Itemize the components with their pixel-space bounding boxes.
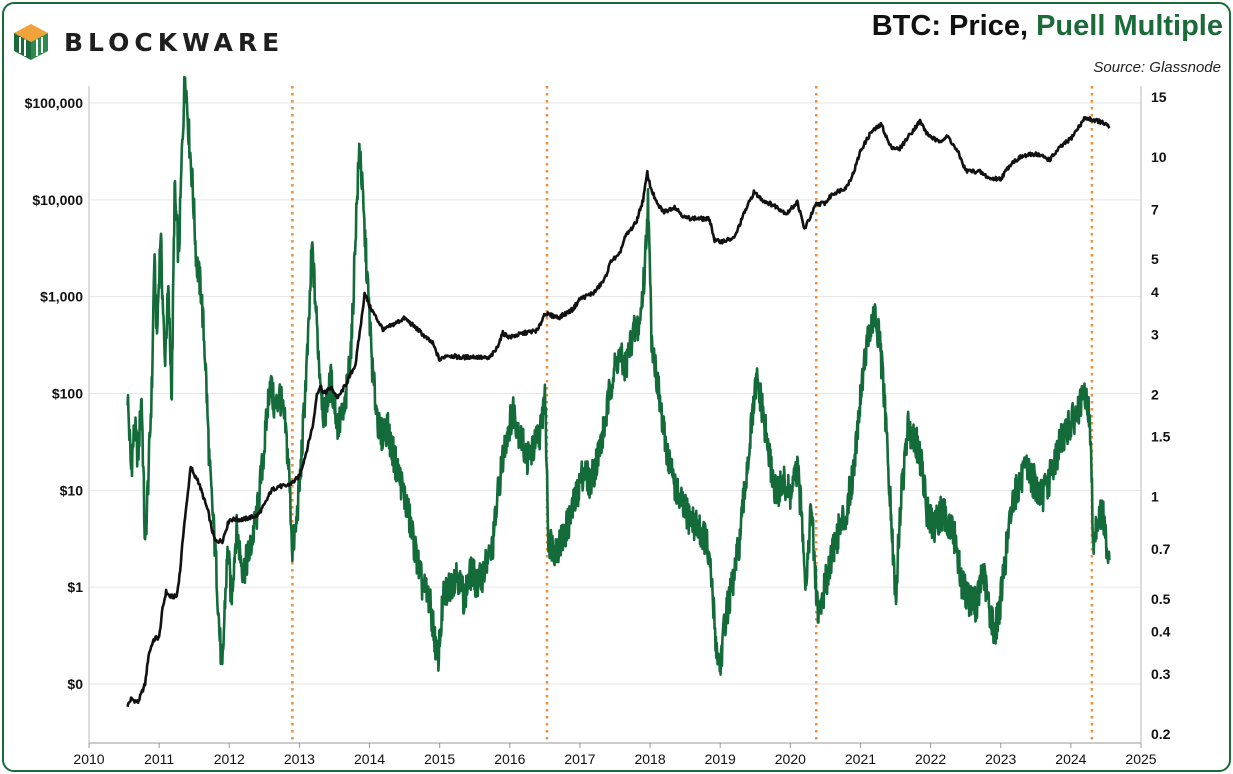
x-tick-label: 2014 xyxy=(354,751,385,767)
series-line-puell-multiple xyxy=(126,75,1111,676)
x-tick-label: 2022 xyxy=(915,751,946,767)
x-tick-label: 2025 xyxy=(1125,751,1156,767)
x-tick-label: 2019 xyxy=(705,751,736,767)
y-left-tick-label: $100,000 xyxy=(25,95,84,111)
chart-title: BTC: Price, Puell Multiple xyxy=(872,10,1223,43)
series-layer xyxy=(126,75,1111,708)
axes: $100,000 $10,000 $1,000 $100 $10 $1 $0 15 10 7 5 4 3… xyxy=(25,86,1171,767)
y-right-tick-label: 5 xyxy=(1151,251,1159,267)
y-right-tick-label: 1 xyxy=(1151,489,1159,505)
series-line-price xyxy=(126,116,1111,708)
x-tick-label: 2020 xyxy=(775,751,806,767)
y-right-tick-label: 0.5 xyxy=(1151,591,1171,607)
x-tick-label: 2011 xyxy=(144,751,174,767)
y-left-tick-label: $100 xyxy=(52,386,83,402)
y-right-tick-label: 4 xyxy=(1151,284,1159,300)
brand-header: BLOCKWARE xyxy=(12,22,284,62)
halving-lines xyxy=(291,86,1094,743)
y-right-tick-label: 0.7 xyxy=(1151,541,1171,557)
brand-name: BLOCKWARE xyxy=(64,27,285,57)
y-left-tick-label: $1,000 xyxy=(40,289,83,305)
chart-title-price: BTC: Price, xyxy=(871,10,1037,42)
y-right-tick-label: 3 xyxy=(1151,326,1159,342)
y-right-tick-label: 0.3 xyxy=(1151,666,1171,682)
grid-lines xyxy=(89,102,1141,685)
x-tick-label: 2024 xyxy=(1055,751,1086,767)
y-right-tick-label: 2 xyxy=(1151,386,1159,402)
y-left-tick-label: $10 xyxy=(60,482,84,498)
y-left-tick-label: $0 xyxy=(67,676,83,692)
y-right-tick-label: 0.2 xyxy=(1151,726,1171,742)
x-tick-label: 2016 xyxy=(494,751,525,767)
y-right-tick-label: 10 xyxy=(1151,149,1167,165)
chart-source: Source: Glassnode xyxy=(1093,59,1221,76)
x-tick-label: 2012 xyxy=(214,751,245,767)
chart-title-puell: Puell Multiple xyxy=(1036,10,1223,42)
y-right-tick-label: 1.5 xyxy=(1151,429,1171,445)
blockware-cube-logo-icon xyxy=(14,24,48,60)
y-right-tick-label: 7 xyxy=(1151,201,1159,217)
x-tick-label: 2023 xyxy=(985,751,1016,767)
x-tick-label: 2018 xyxy=(634,751,665,767)
y-right-tick-label: 15 xyxy=(1151,89,1167,105)
x-tick-label: 2021 xyxy=(845,751,876,767)
x-tick-label: 2013 xyxy=(284,751,315,767)
y-right-tick-label: 0.4 xyxy=(1151,624,1171,640)
y-left-tick-label: $10,000 xyxy=(32,192,83,208)
x-tick-label: 2017 xyxy=(564,751,595,767)
y-left-tick-label: $1 xyxy=(67,579,83,595)
x-tick-label: 2015 xyxy=(424,751,455,767)
x-tick-label: 2010 xyxy=(73,751,104,767)
